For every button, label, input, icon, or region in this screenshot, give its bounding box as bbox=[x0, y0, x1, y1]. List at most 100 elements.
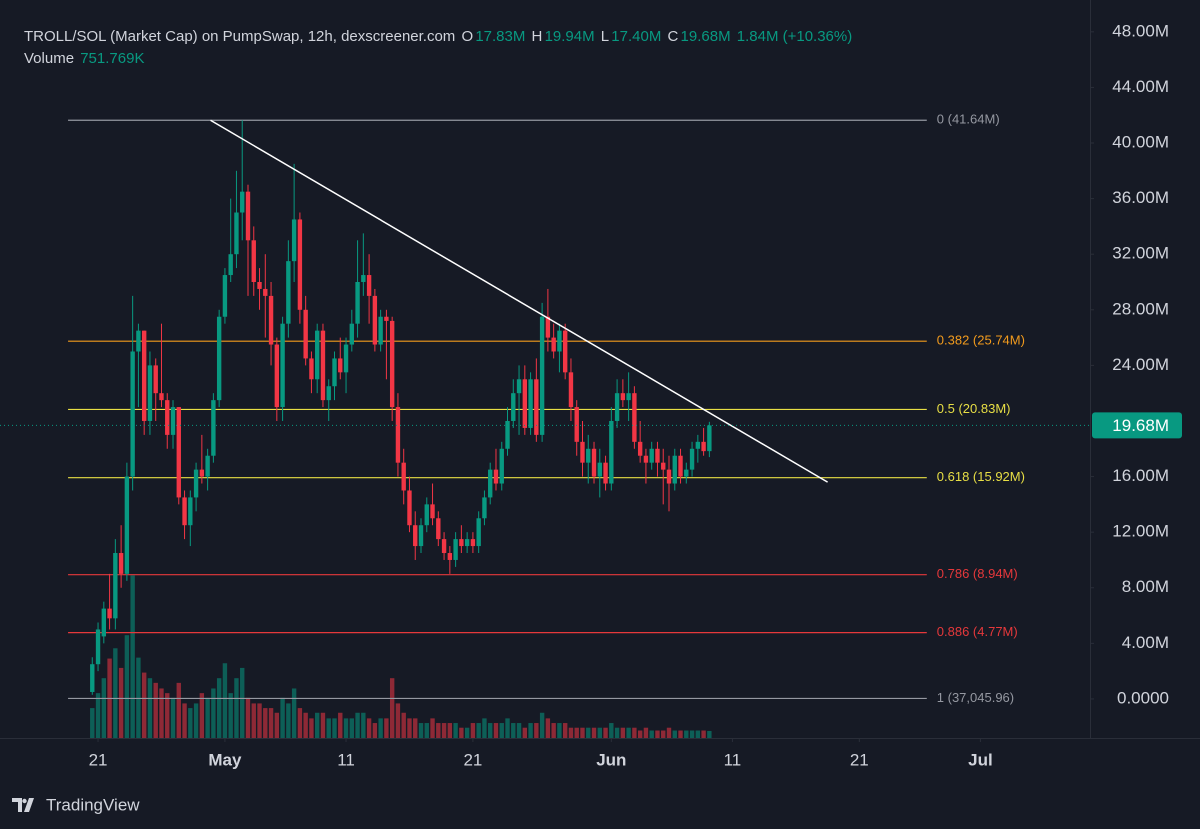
y-tick-label: 28.00M bbox=[1112, 299, 1169, 318]
candle-body bbox=[118, 553, 124, 574]
x-tick-label: Jun bbox=[596, 750, 626, 769]
brand: TradingView bbox=[46, 795, 140, 814]
candle-body bbox=[643, 455, 649, 463]
volume-bar bbox=[580, 727, 585, 738]
volume-bar bbox=[620, 727, 626, 738]
volume-bar bbox=[557, 723, 562, 738]
volume-bar bbox=[603, 727, 608, 738]
y-tick-label: 48.00M bbox=[1112, 21, 1169, 40]
candle-body bbox=[586, 448, 591, 463]
volume-bar bbox=[689, 730, 695, 738]
volume-title: Volume bbox=[24, 50, 75, 67]
volume-bar bbox=[407, 718, 412, 738]
volume-bar bbox=[447, 723, 453, 738]
volume-bar bbox=[182, 703, 187, 738]
volume-value: 751.769K bbox=[80, 50, 145, 67]
volume-bar bbox=[234, 678, 239, 738]
candle-body bbox=[378, 316, 383, 345]
candle-body bbox=[649, 448, 654, 463]
volume-bar bbox=[216, 678, 222, 738]
volume-bar bbox=[626, 727, 631, 738]
x-tick-label: 21 bbox=[850, 750, 869, 769]
volume-bar bbox=[338, 712, 343, 738]
change-value: 1.84M (+10.36%) bbox=[736, 28, 853, 45]
last-price-box bbox=[1092, 412, 1182, 439]
candle-body bbox=[539, 316, 545, 435]
volume-bar bbox=[315, 712, 320, 738]
candle-body bbox=[580, 441, 585, 463]
volume-bar bbox=[245, 697, 251, 738]
volume-bar bbox=[257, 703, 262, 738]
volume-bar bbox=[366, 718, 372, 738]
volume-bar bbox=[678, 730, 683, 738]
candle-body bbox=[216, 316, 222, 401]
candle-body bbox=[101, 608, 107, 637]
volume-bar bbox=[355, 712, 360, 738]
y-tick-label: 32.00M bbox=[1112, 244, 1169, 263]
candle-body bbox=[361, 275, 366, 282]
volume-bar bbox=[418, 723, 424, 738]
candle-body bbox=[678, 455, 683, 477]
candle-body bbox=[482, 497, 487, 519]
volume-bar bbox=[476, 723, 481, 738]
y-tick-label: 40.00M bbox=[1112, 132, 1169, 151]
volume-bar bbox=[413, 718, 418, 738]
candle-body bbox=[603, 462, 608, 484]
volume-bar bbox=[170, 697, 176, 738]
candle-body bbox=[199, 469, 205, 477]
candle-body bbox=[522, 379, 528, 428]
candle-body bbox=[418, 525, 424, 547]
volume-bar bbox=[470, 723, 476, 738]
x-tick-label: 21 bbox=[463, 750, 482, 769]
volume-bar bbox=[136, 657, 141, 738]
candle-body bbox=[574, 407, 579, 442]
candle-body bbox=[309, 358, 314, 380]
candle-body bbox=[476, 518, 481, 547]
candle-body bbox=[240, 191, 245, 213]
candle-body bbox=[366, 275, 372, 296]
header-line: TROLL/SOL (Market Cap) on PumpSwap, 12h,… bbox=[24, 26, 854, 48]
candle-body bbox=[557, 330, 562, 352]
volume-bar bbox=[591, 727, 597, 738]
candle-body bbox=[447, 553, 453, 560]
candle-body bbox=[424, 504, 429, 526]
candle-body bbox=[395, 407, 401, 463]
ohlc-label: O bbox=[461, 28, 474, 45]
candle-body bbox=[338, 358, 343, 373]
candle-body bbox=[280, 323, 285, 408]
y-tick-label: 44.00M bbox=[1112, 77, 1169, 96]
volume-bar bbox=[453, 723, 458, 738]
candle-body bbox=[661, 462, 666, 470]
candle-body bbox=[268, 295, 274, 345]
volume-bar bbox=[614, 727, 620, 738]
volume-bar bbox=[632, 727, 637, 738]
candle-body bbox=[222, 275, 228, 317]
volume-bar bbox=[222, 663, 228, 738]
candle-body bbox=[90, 664, 95, 692]
volume-bar bbox=[643, 727, 649, 738]
volume-bar bbox=[464, 727, 470, 738]
volume-bar bbox=[672, 730, 677, 738]
volume-bar bbox=[499, 723, 504, 738]
volume-bar bbox=[522, 727, 528, 738]
volume-bar bbox=[228, 693, 233, 738]
candle-body bbox=[632, 393, 637, 442]
candle-body bbox=[124, 476, 130, 574]
candle-body bbox=[551, 337, 556, 352]
candle-body bbox=[343, 344, 349, 373]
volume-bar bbox=[211, 688, 216, 738]
candle-body bbox=[493, 469, 499, 484]
candle-body bbox=[701, 441, 706, 452]
candle-body bbox=[684, 469, 689, 477]
candle-body bbox=[389, 320, 395, 408]
volume-bar bbox=[251, 703, 256, 738]
candle-body bbox=[562, 330, 568, 373]
volume-bar bbox=[159, 688, 164, 738]
volume-bar bbox=[286, 703, 291, 738]
volume-bar bbox=[124, 635, 130, 738]
candle-body bbox=[614, 393, 620, 421]
candle-body bbox=[355, 281, 360, 324]
volume-bar bbox=[395, 703, 401, 738]
